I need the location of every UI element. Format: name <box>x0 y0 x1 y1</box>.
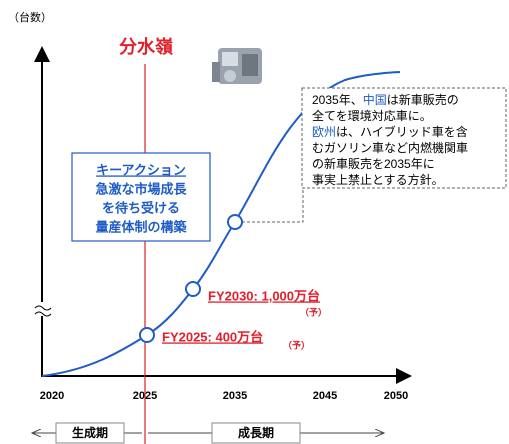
callout-text: 全てを環境対応車に。 <box>312 108 432 123</box>
callout-text: むガソリン車など内燃機関車 <box>312 140 468 155</box>
key-action-box <box>71 152 211 242</box>
milestone-label: FY2030: 1,000万台 <box>208 288 320 303</box>
x-ticks: 2020 2025 2035 2045 2050 <box>40 390 408 402</box>
x-tick-label: 2050 <box>384 390 408 402</box>
callout-box <box>301 87 507 189</box>
milestone-note: （予） <box>300 307 327 317</box>
phase-box <box>211 422 301 444</box>
callout-line: の新車販売を2035年に <box>312 156 435 171</box>
watershed-label: 分水嶺 <box>119 36 173 57</box>
axis-break-bg <box>34 302 50 316</box>
key-action-line: 量産体制の構築 <box>95 219 187 234</box>
key-action: キーアクション 急激な市場成長 を待ち受ける 量産体制の構築 <box>95 162 187 234</box>
key-action-title: キーアクション <box>96 162 186 177</box>
y-axis-label: （台数） <box>8 10 52 24</box>
callout-line: むガソリン車など内燃機関車 <box>312 140 468 155</box>
engine-image <box>212 48 262 84</box>
milestone-marker <box>139 327 155 343</box>
phase-label: 生成期 <box>72 425 108 440</box>
callout-line: 全てを環境対応車に。 <box>312 108 432 123</box>
key-action-line: 急激な市場成長 <box>95 181 187 196</box>
milestone-marker <box>227 214 243 230</box>
axis-break <box>34 305 52 317</box>
x-tick-label: 2045 <box>313 390 337 402</box>
callout: 2035年、中国は新車販売の 全てを環境対応車に。 欧州は、ハイブリッド車を含 … <box>312 92 468 187</box>
callout-text: の新車販売を2035年に <box>312 156 435 171</box>
callout-highlight: 欧州 <box>312 125 336 139</box>
callout-line: 2035年、中国は新車販売の <box>312 92 459 107</box>
phase-box <box>55 422 125 444</box>
callout-line: 事実上禁止とする方針。 <box>312 172 444 187</box>
x-tick-label: 2020 <box>40 390 64 402</box>
milestones: FY2025: 400万台 （予） FY2030: 1,000万台 （予） <box>162 288 327 350</box>
callout-text: は、ハイブリッド車を含 <box>336 124 468 139</box>
key-action-line: を待ち受ける <box>102 200 180 215</box>
callout-text: 2035年、 <box>312 93 363 107</box>
milestone-label: FY2025: 400万台 <box>162 329 263 344</box>
callout-line: 欧州は、ハイブリッド車を含 <box>312 124 468 139</box>
x-tick-label: 2035 <box>223 390 247 402</box>
callout-highlight: 中国 <box>363 92 387 107</box>
phase-label: 成長期 <box>238 425 274 440</box>
leader-line <box>242 188 304 223</box>
callout-text: 事実上禁止とする方針。 <box>312 172 444 187</box>
milestone-note: （予） <box>283 340 310 350</box>
callout-text: は新車販売の <box>387 92 459 107</box>
milestone-marker <box>185 281 201 297</box>
